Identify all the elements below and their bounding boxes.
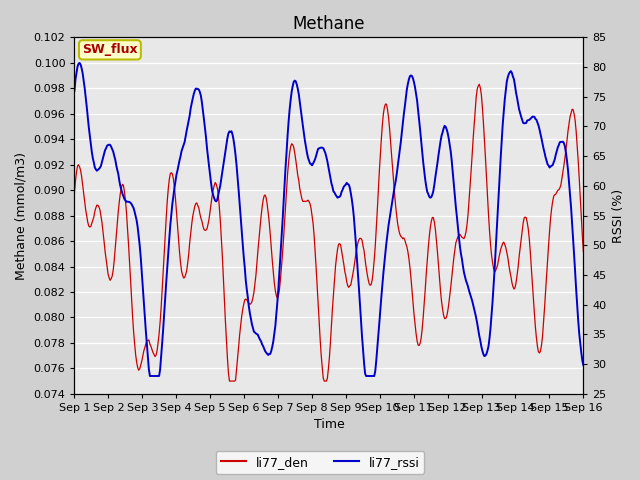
Y-axis label: Methane (mmol/m3): Methane (mmol/m3) — [15, 152, 28, 279]
Y-axis label: RSSI (%): RSSI (%) — [612, 189, 625, 242]
Legend: li77_den, li77_rssi: li77_den, li77_rssi — [216, 451, 424, 474]
Title: Methane: Methane — [292, 15, 365, 33]
X-axis label: Time: Time — [314, 419, 344, 432]
Text: SW_flux: SW_flux — [82, 43, 138, 56]
